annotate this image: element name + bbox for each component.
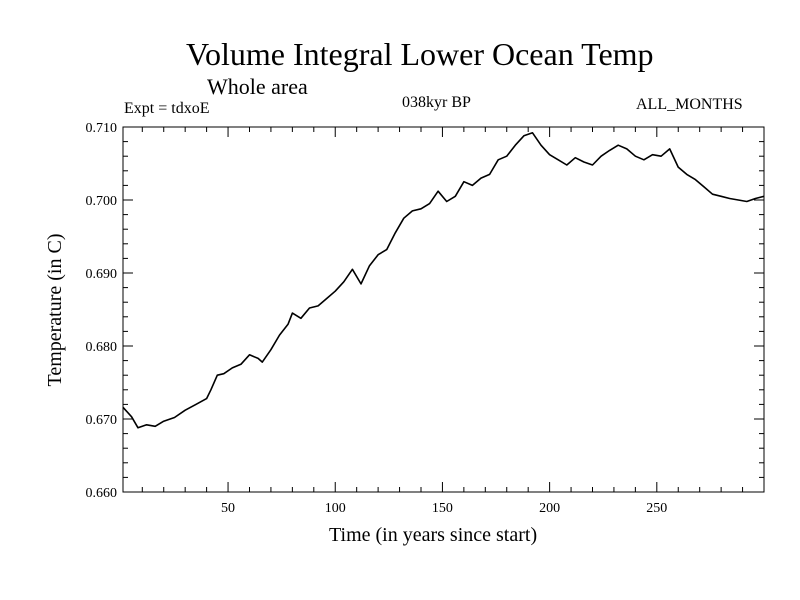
plot-frame [122,126,765,493]
x-tick-label: 250 [646,501,667,516]
axis-ticks [123,126,764,493]
x-tick-label: 50 [221,501,235,516]
chart-subtitle: Whole area [207,74,308,99]
axis-tick-labels: 50 100 150 200 250 0.660 0.670 0.680 0.690 0.700 0… [86,121,668,516]
y-tick-label: 0.710 [86,121,118,136]
y-tick-label: 0.690 [86,267,118,282]
x-tick-label: 200 [539,501,560,516]
y-tick-label: 0.670 [86,413,118,428]
y-tick-label: 0.660 [86,486,118,501]
y-tick-label: 0.680 [86,340,118,355]
x-axis-label: Time (in years since start) [329,524,538,546]
chart-title: Volume Integral Lower Ocean Temp [186,36,654,72]
period-label: 038kyr BP [402,94,471,111]
months-label: ALL_MONTHS [636,96,743,113]
series-line-0 [122,132,765,429]
series-layer [122,132,765,429]
experiment-label: Expt = tdxoE [124,100,210,117]
y-tick-label: 0.700 [86,194,118,209]
x-tick-label: 100 [325,501,346,516]
x-tick-label: 150 [432,501,453,516]
